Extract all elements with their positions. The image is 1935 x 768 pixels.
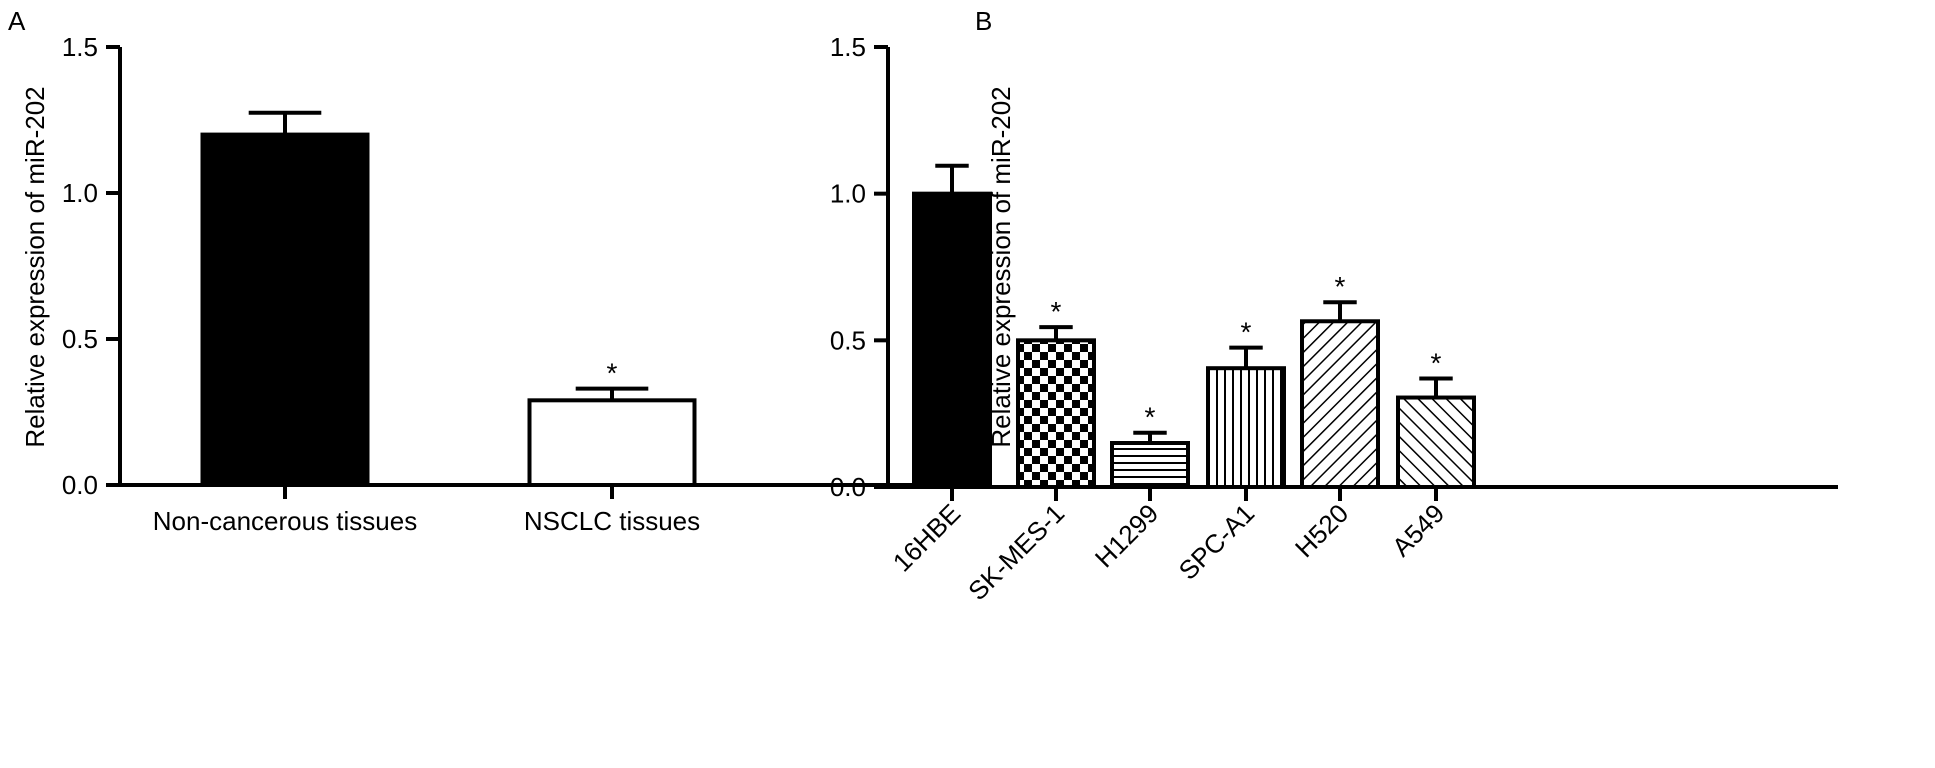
panel-b-significance-mark: * <box>1241 317 1252 348</box>
panel-b-bar <box>912 191 992 490</box>
panel-a-y-tick-label: 1.5 <box>62 32 98 62</box>
panel-a-axes: 0.0 0.5 1.0 1.5 Non-cancerous tissues NSCLC t… <box>62 32 935 536</box>
panel-a-bar <box>200 132 370 487</box>
panel-b-significance-mark: * <box>1145 402 1156 433</box>
panel-a-significance-mark: * <box>607 358 618 389</box>
panel-a-y-tick-label: 0.5 <box>62 324 98 354</box>
panel-b-significance-mark: * <box>1335 271 1346 302</box>
panel-b-category-label: A549 <box>1386 498 1450 562</box>
panel-b-y-tick-label: 0.5 <box>830 325 866 355</box>
panel-b-bar <box>1016 338 1096 490</box>
panel-b-bars: * * * * * <box>912 163 1476 490</box>
panel-b-chart: B Relative expression of miR-202 0.00.51… <box>830 6 1838 606</box>
panel-b-category-label: H520 <box>1289 498 1354 563</box>
panel-b-bar <box>1396 395 1476 489</box>
panel-b-label: B <box>975 6 992 36</box>
panel-b-category-label: SK-MES-1 <box>962 498 1070 606</box>
panel-b-category-label: 16HBE <box>887 498 966 577</box>
panel-a-y-tick-label: 0.0 <box>62 470 98 500</box>
panel-a-chart: A Relative expression of miR-202 0.0 0.5 1… <box>8 6 935 536</box>
panel-b-bar <box>1300 319 1380 489</box>
panel-a-y-axis-label: Relative expression of miR-202 <box>20 86 50 447</box>
panel-b-y-tick-label: 1.0 <box>830 179 866 209</box>
panel-a-category-label: NSCLC tissues <box>524 506 700 536</box>
panel-b-bar <box>1110 441 1190 489</box>
panel-b-category-label: H1299 <box>1089 498 1164 573</box>
panel-a-y-tick-label: 1.0 <box>62 178 98 208</box>
panel-b-y-tick-label: 0.0 <box>830 472 866 502</box>
panel-b-category-label: SPC-A1 <box>1173 498 1261 586</box>
panel-a-label: A <box>8 6 26 36</box>
panel-b-y-tick-label: 1.5 <box>830 32 866 62</box>
panel-a-bar <box>527 398 697 488</box>
panel-a-bars: * <box>200 110 697 488</box>
panel-a-category-label: Non-cancerous tissues <box>153 506 417 536</box>
panel-b-bar <box>1206 366 1286 490</box>
panel-b-significance-mark: * <box>1051 296 1062 327</box>
panel-b-significance-mark: * <box>1431 347 1442 378</box>
